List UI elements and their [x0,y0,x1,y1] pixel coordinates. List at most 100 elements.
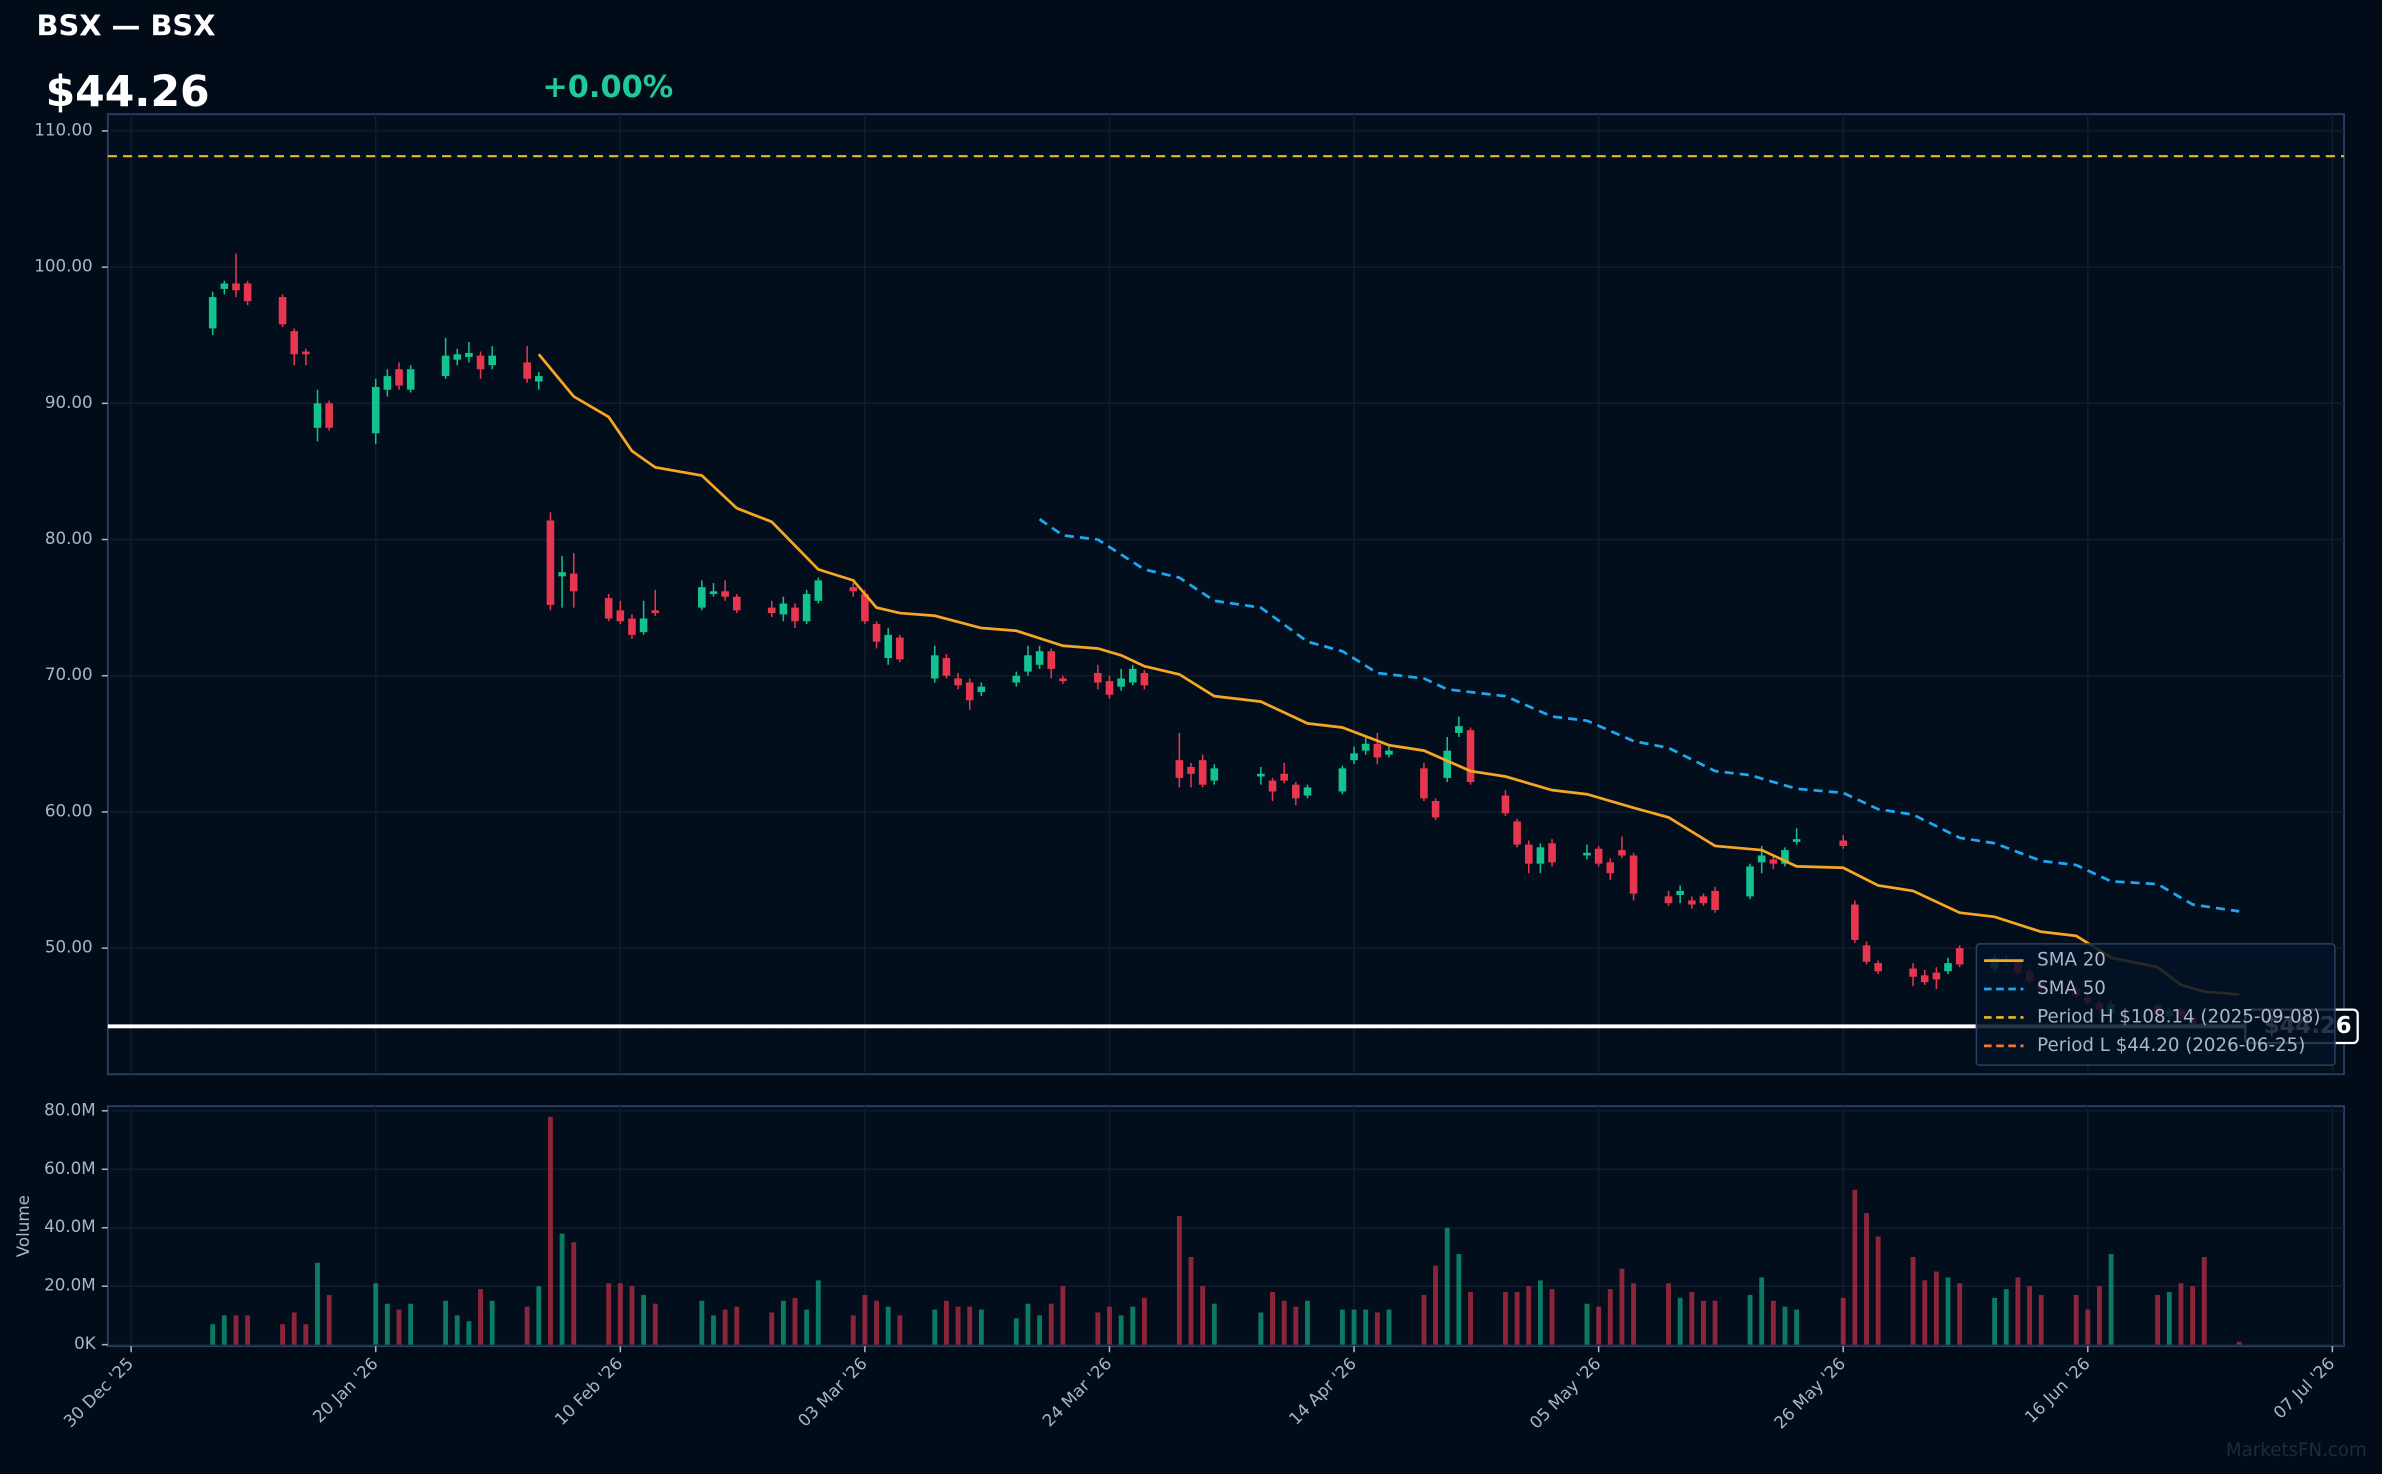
candle-body [569,573,578,592]
volume-bar [2085,1309,2091,1345]
volume-bar [2178,1283,2184,1345]
volume-bar [850,1315,856,1345]
volume-bar [874,1300,879,1345]
y-tick-label: 50.00 [45,937,93,957]
volume-bar [454,1315,460,1345]
volume-bar [408,1303,414,1345]
marks-layer: $44.26 [107,155,2359,1345]
volume-bar [1933,1271,1939,1345]
volume-bar [396,1309,402,1345]
volume-bar [571,1242,577,1345]
candle-body [371,386,380,434]
volume-bar [769,1312,775,1345]
volume-bar [1433,1265,1439,1345]
candle-body [1757,855,1766,863]
candle-body [290,331,299,355]
candle-body [930,655,939,679]
candle-body [441,355,450,377]
candle-body [1862,945,1871,962]
candle-body [313,403,322,428]
volume-tick-label: 60.0M [44,1158,96,1178]
volume-bar [326,1294,332,1345]
candle-body [639,618,648,633]
volume-bar [1782,1306,1788,1345]
volume-bar [862,1294,868,1345]
candle-body [1501,795,1510,814]
candle-body [1268,780,1277,792]
candle-body [698,587,706,608]
volume-bar [1270,1292,1275,1345]
volume-bar [1305,1300,1310,1345]
candle-body [1047,651,1056,669]
candle-body [1629,855,1638,894]
candle-body [1117,678,1125,687]
candle-body [1769,859,1778,864]
watermark: MarketsFN.com [2226,1440,2367,1461]
volume-bar [1037,1315,1043,1345]
volume-bar [734,1306,740,1345]
candle-body [767,607,776,614]
volume-bar [932,1309,938,1345]
volume-bar [1759,1277,1765,1345]
candle-body [709,591,718,594]
volume-bar [245,1315,251,1345]
candle-body [1455,726,1463,733]
volume-bar [1176,1216,1182,1345]
candle-body [546,520,555,605]
candle-body [814,580,823,601]
volume-bar [1514,1292,1520,1345]
volume-bar [280,1324,285,1345]
candle-body [791,607,799,622]
volume-bar [536,1286,542,1345]
volume-bar [955,1306,961,1345]
volume-bar [1526,1286,1532,1345]
volume-bar [711,1315,716,1345]
volume-tick-label: 20.0M [44,1275,96,1295]
volume-bar [1619,1268,1625,1345]
y-tick-label: 80.00 [45,528,93,548]
legend-label: SMA 50 [2037,978,2106,999]
volume-bar [1118,1315,1124,1345]
volume-bar [943,1300,949,1345]
volume-bar [291,1312,297,1345]
candle-body [1711,890,1719,910]
volume-bar [804,1309,810,1345]
volume-bar [722,1309,728,1345]
candle-body [872,623,881,642]
volume-bar [1141,1297,1147,1345]
volume-bar [1363,1309,1369,1345]
volume-bar [1957,1283,1963,1345]
volume-bar [210,1324,216,1345]
volume-bar [1281,1300,1287,1345]
volume-bar [2201,1256,2207,1345]
volume-bar [1013,1318,1019,1345]
candle-body [558,572,566,577]
candle-body [1874,963,1882,972]
price-panel [106,113,2345,1076]
volume-bar [1060,1286,1066,1345]
candle-body [1361,743,1370,751]
candle-body [453,354,462,360]
candle-body [1420,768,1428,799]
volume-bar [2097,1286,2102,1345]
candle-body [1606,862,1615,874]
legend-label: SMA 20 [2037,950,2106,971]
candle-body [1583,852,1591,856]
volume-bar [1339,1309,1345,1345]
volume-bar [1095,1312,1101,1345]
candle-body [1594,848,1603,864]
volume-bar [1747,1294,1753,1345]
candle-body [1094,672,1102,683]
volume-bar [641,1294,647,1345]
candle-body [465,352,473,358]
volume-bar [1770,1300,1776,1345]
candle-body [476,355,485,370]
candle-body [534,376,543,382]
volume-bar [1107,1306,1112,1345]
volume-bar [384,1303,390,1345]
volume-bar [1468,1292,1473,1345]
volume-bar [1025,1303,1031,1345]
candle-body [1105,681,1114,695]
volume-bar [1258,1312,1264,1345]
candle-body [278,297,287,325]
